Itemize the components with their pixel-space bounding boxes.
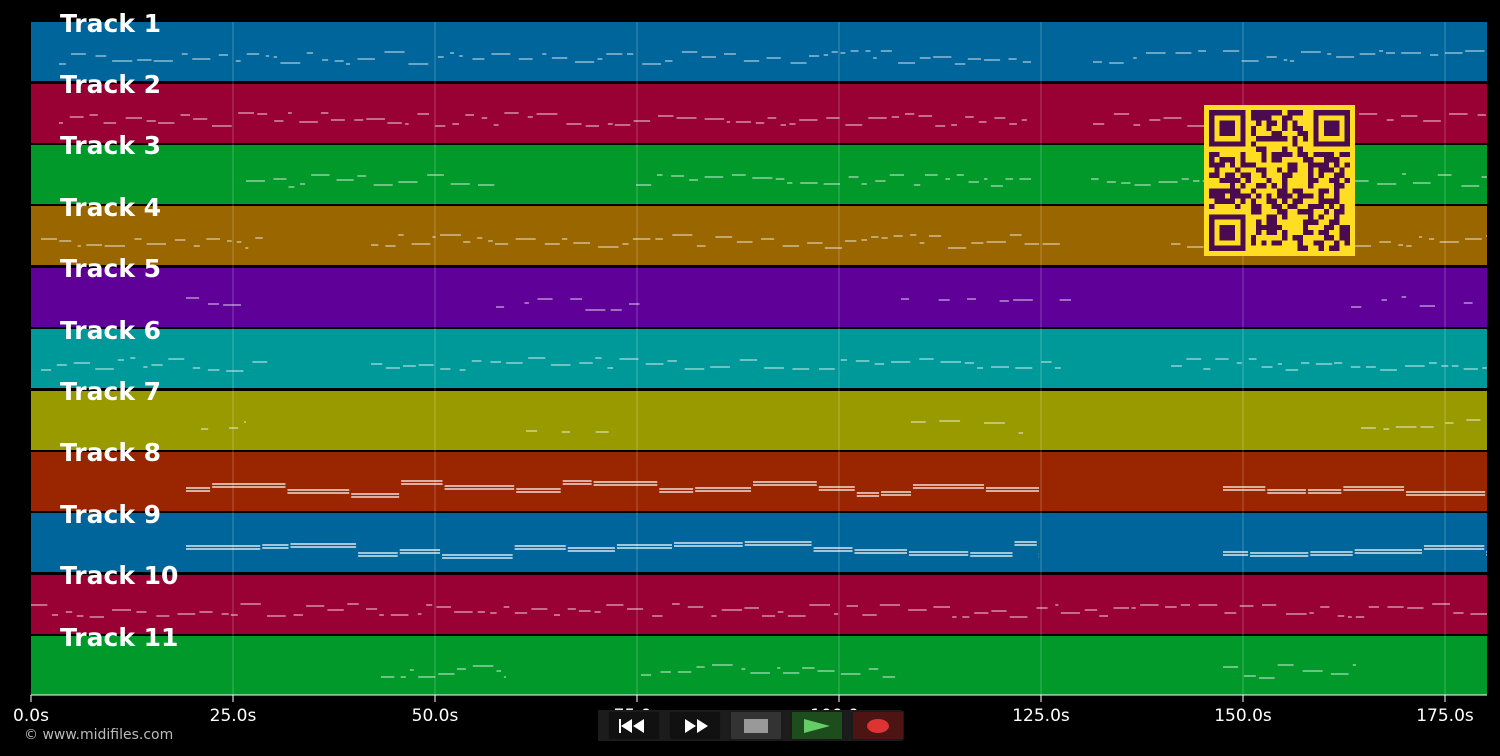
track-label-7: Track 7: [60, 377, 162, 406]
rewind-icon: [619, 718, 644, 733]
note-pattern: [381, 664, 1356, 679]
track-lane-1[interactable]: [31, 22, 1487, 81]
track-lane-6[interactable]: [31, 329, 1487, 388]
note-pattern: [41, 357, 1487, 372]
stop-button[interactable]: [730, 711, 782, 740]
note-pattern: [31, 603, 1487, 618]
fast-forward-button[interactable]: [669, 711, 721, 740]
tick-label: 50.0s: [411, 706, 459, 726]
note-pattern: [186, 541, 1487, 559]
track-lane-7[interactable]: [31, 391, 1487, 450]
track-label-3: Track 3: [60, 131, 162, 160]
record-icon: [867, 718, 889, 733]
tick-label: 25.0s: [209, 706, 257, 726]
tick-label: 0.0s: [13, 706, 49, 726]
track-label-4: Track 4: [60, 193, 162, 222]
track-lane-5[interactable]: [31, 268, 1487, 327]
track-label-6: Track 6: [60, 316, 162, 345]
track-label-10: Track 10: [60, 561, 179, 590]
track-label-9: Track 9: [60, 500, 162, 529]
tick-label: 175.0s: [1416, 706, 1474, 726]
track-lane-9[interactable]: [31, 513, 1487, 572]
qr-code: [1204, 105, 1355, 256]
track-label-11: Track 11: [60, 623, 179, 652]
track-label-5: Track 5: [60, 254, 162, 283]
play-button[interactable]: [791, 711, 843, 740]
track-label-8: Track 8: [60, 438, 162, 467]
note-pattern: [59, 50, 1485, 65]
record-button[interactable]: [852, 711, 904, 740]
fast-forward-icon: [685, 718, 708, 733]
tick-label: 150.0s: [1214, 706, 1272, 726]
rewind-button[interactable]: [608, 711, 660, 740]
track-label-1: Track 1: [60, 9, 162, 38]
note-pattern: [186, 296, 1473, 311]
track-lane-10[interactable]: [31, 575, 1487, 634]
stop-icon: [744, 718, 768, 733]
track-lane-11[interactable]: [31, 636, 1487, 695]
tick-label: 125.0s: [1012, 706, 1070, 726]
track-lane-8[interactable]: [31, 452, 1487, 511]
note-pattern: [186, 480, 1486, 498]
note-pattern: [201, 419, 1481, 434]
track-label-2: Track 2: [60, 70, 162, 99]
copyright-text: © www.midifiles.com: [24, 727, 174, 743]
play-icon: [804, 718, 830, 733]
